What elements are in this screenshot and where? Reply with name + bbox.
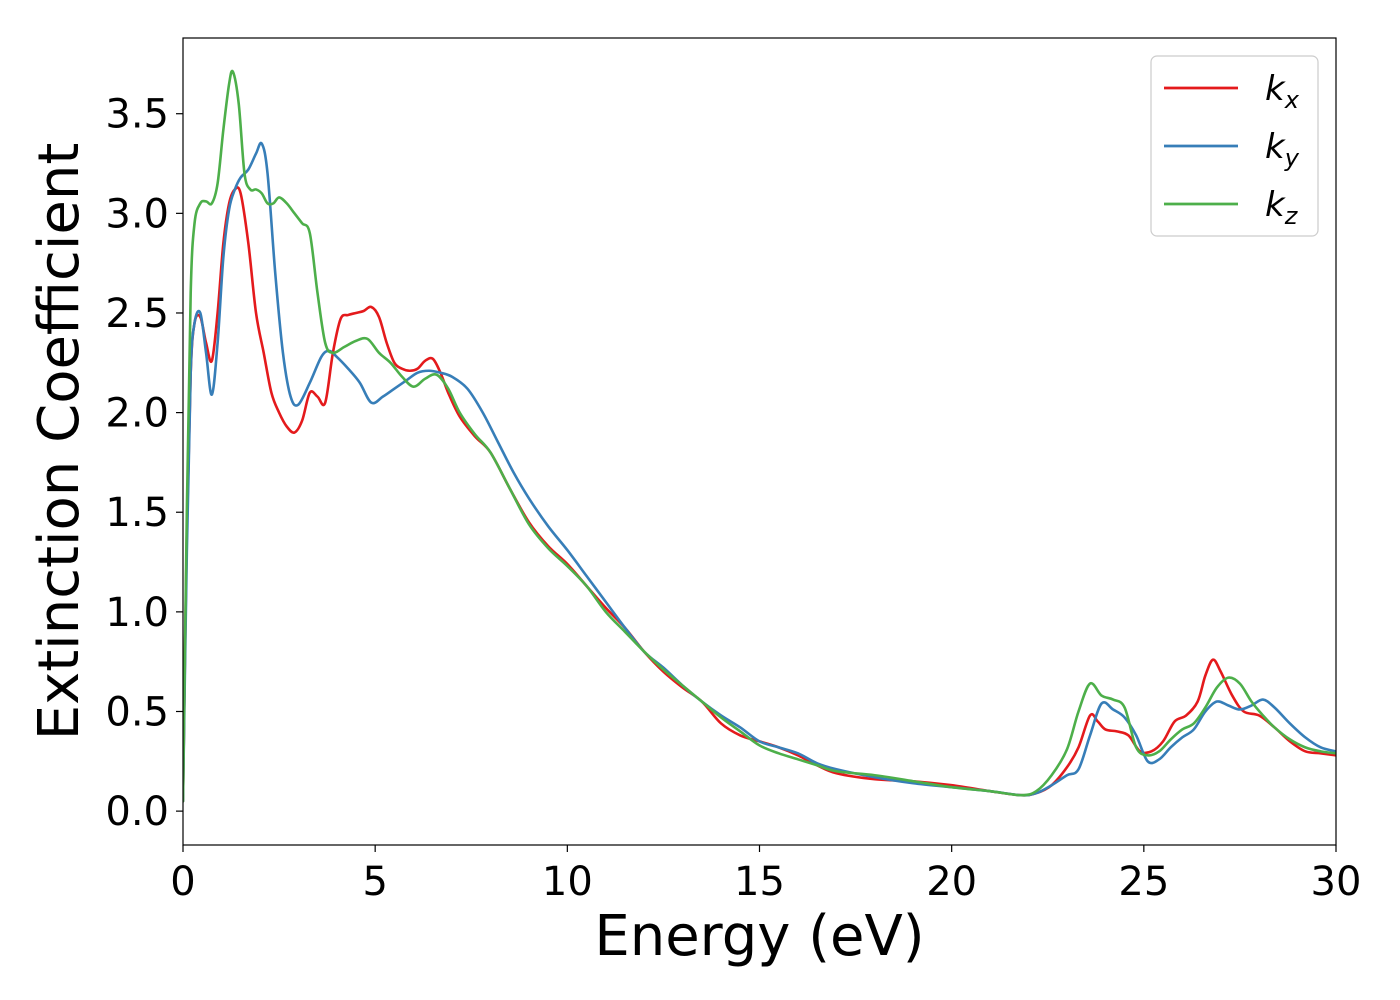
y-tick-label: 1.0 xyxy=(105,590,169,636)
y-tick-label: 1.5 xyxy=(105,490,169,536)
x-tick-label: 10 xyxy=(542,859,593,905)
x-tick-label: 0 xyxy=(170,859,195,905)
y-tick-label: 2.0 xyxy=(105,391,169,437)
series-line-ky xyxy=(183,141,1336,803)
x-tick-label: 30 xyxy=(1311,859,1362,905)
x-tick-label: 20 xyxy=(926,859,977,905)
y-axis-label: Extinction Coefficient xyxy=(27,143,92,741)
y-tick-label: 0.0 xyxy=(105,789,169,835)
x-tick-label: 15 xyxy=(734,859,785,905)
y-axis: 0.0 0.5 1.0 1.5 2.0 2.5 3.0 3.5 xyxy=(105,92,183,835)
y-tick-label: 0.5 xyxy=(105,689,169,735)
x-axis: 0 5 10 15 20 25 30 xyxy=(170,845,1361,905)
legend: kx ky kz xyxy=(1150,55,1319,237)
x-axis-label: Energy (eV) xyxy=(594,904,924,969)
legend-label-kx: kx xyxy=(1265,69,1300,114)
legend-label-kz: kz xyxy=(1265,185,1299,230)
series-line-kx xyxy=(183,186,1336,803)
legend-label-ky: ky xyxy=(1265,127,1300,172)
x-tick-label: 5 xyxy=(362,859,387,905)
series-line-kz xyxy=(183,69,1336,803)
y-tick-label: 2.5 xyxy=(105,291,169,337)
y-tick-label: 3.5 xyxy=(105,92,169,138)
y-tick-label: 3.0 xyxy=(105,191,169,237)
x-tick-label: 25 xyxy=(1118,859,1169,905)
plot-lines xyxy=(183,69,1336,803)
